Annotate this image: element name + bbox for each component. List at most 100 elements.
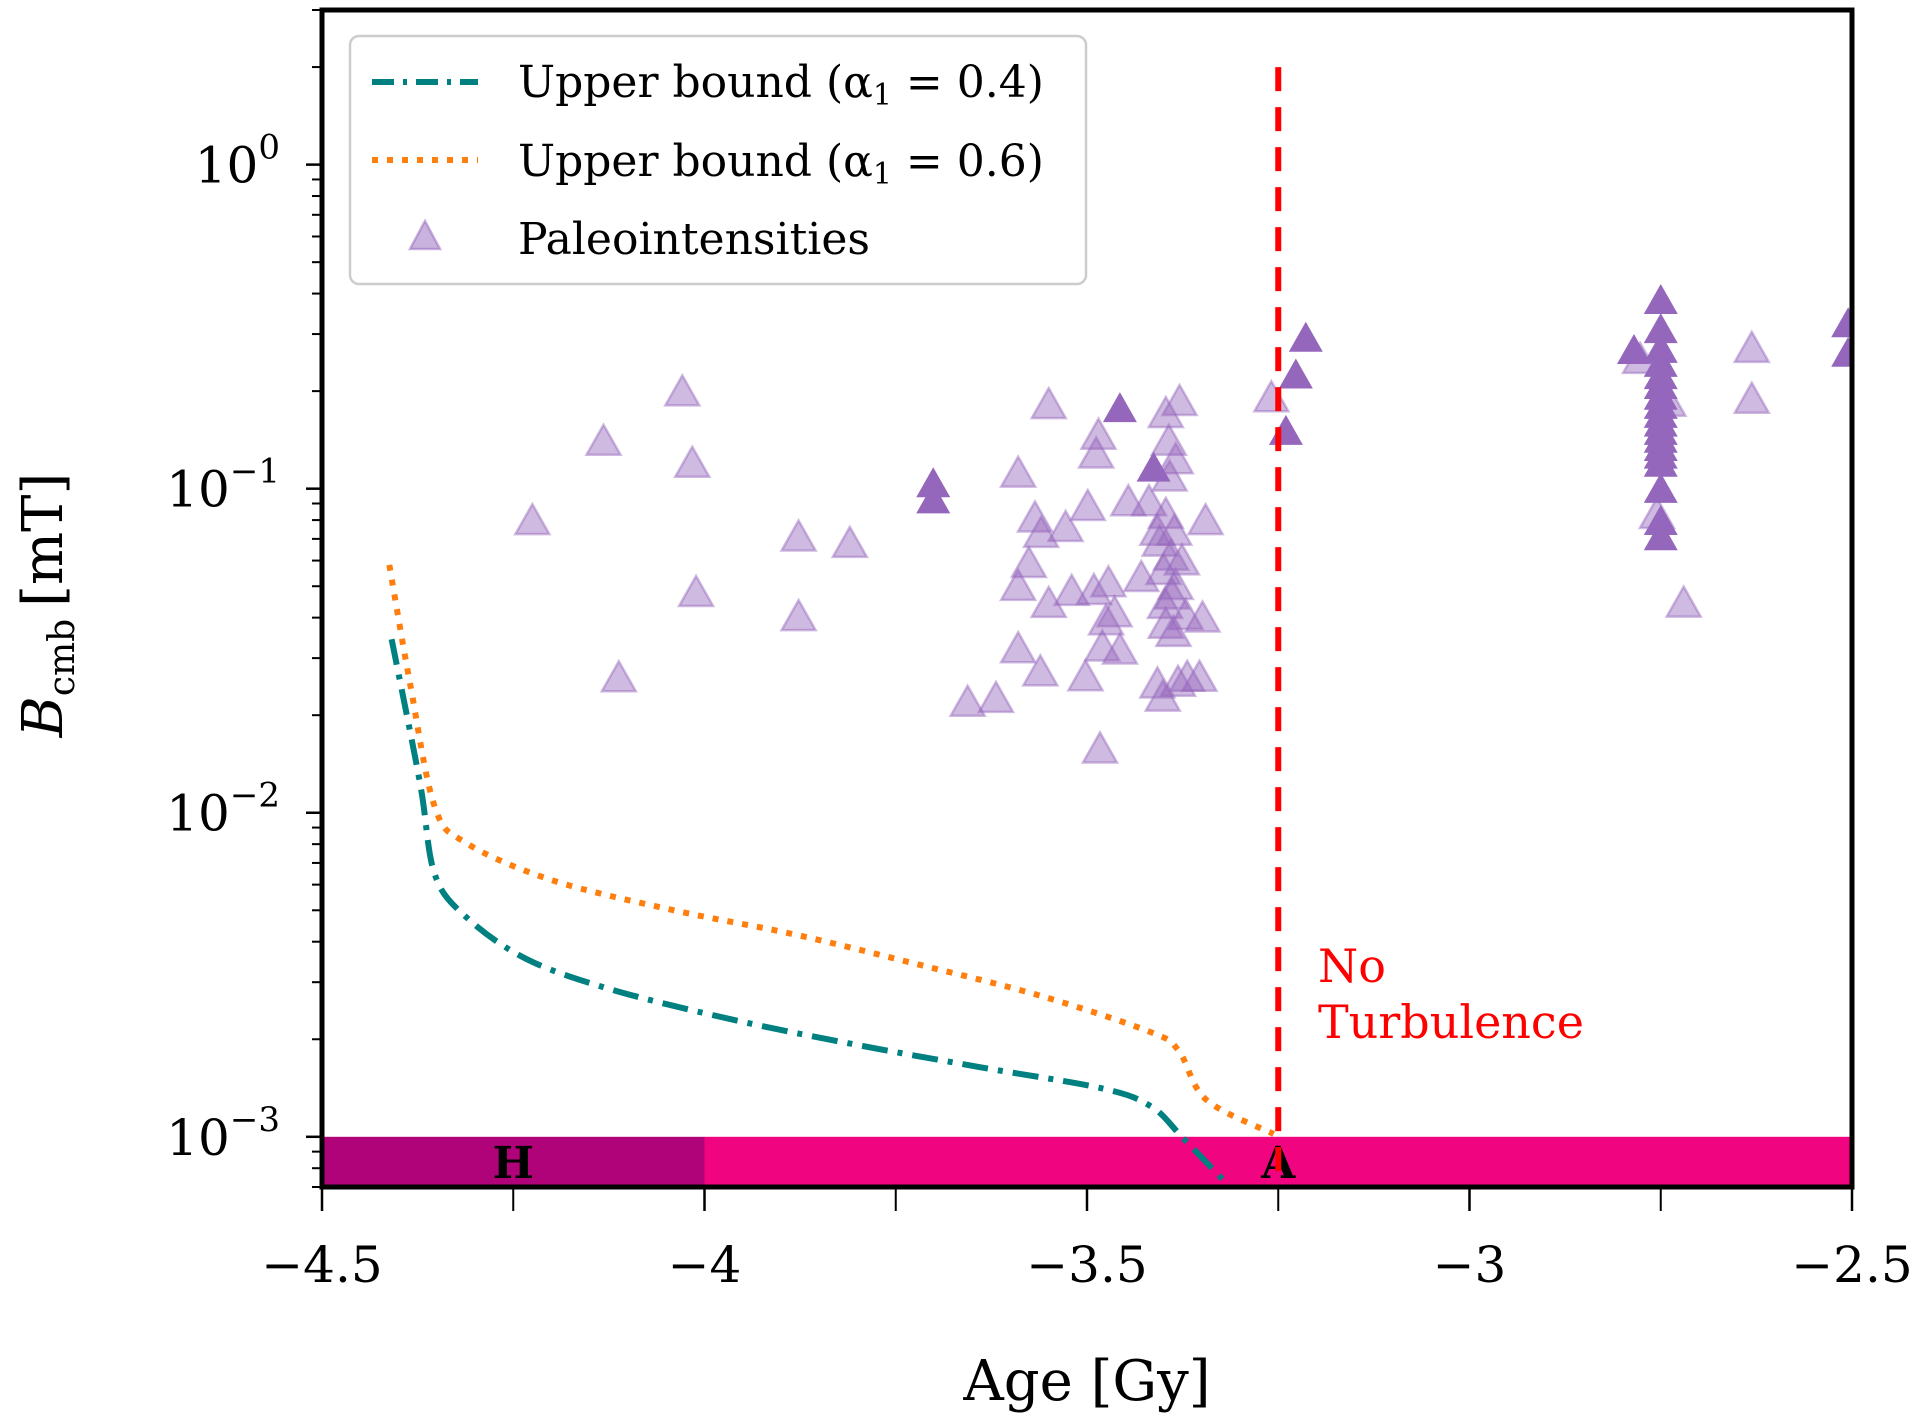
paleointensity-point (1146, 394, 1185, 429)
x-tick-label: −3 (1433, 1236, 1507, 1294)
paleointensity-points (513, 284, 1852, 764)
paleointensity-point (599, 658, 638, 693)
y-tick-exponent: −1 (230, 452, 280, 492)
paleointensity-point (1732, 380, 1771, 414)
paleointensity-point (830, 524, 869, 559)
x-tick-label: −4.5 (261, 1236, 382, 1294)
paleointensity-point (1155, 512, 1194, 547)
svg-text:Upper bound (α1 = 0.6): Upper bound (α1 = 0.6) (518, 136, 1044, 192)
legend-label-1-tail: = 0.4) (892, 57, 1044, 108)
paleointensity-point (513, 501, 552, 536)
paleointensity-point (1068, 487, 1107, 522)
paleointensity-point (1643, 284, 1678, 315)
y-tick-base: 10 (166, 1109, 230, 1167)
paleointensity-point (1138, 512, 1177, 547)
paleointensity-point (1160, 382, 1199, 417)
paleointensity-point (1029, 385, 1068, 420)
upper-bound-alpha-0.4-line (388, 638, 1225, 1182)
paleointensity-point (676, 573, 716, 608)
y-tick-exponent: −3 (230, 1100, 280, 1140)
paleointensity-point (1288, 321, 1323, 352)
paleointensity-point (1086, 601, 1126, 636)
paleointensity-point (1637, 495, 1677, 530)
y-tick-label: 100 (195, 128, 280, 195)
paleointensity-point (1146, 495, 1185, 530)
x-axis-ticks: −4.5 −4 −3.5 −3 −2.5 (261, 1187, 1913, 1294)
y-axis-label: Bcmb [mT] (11, 473, 83, 739)
svg-text:Bcmb[mT]: Bcmb [mT] (11, 473, 83, 739)
paleointensity-point (1122, 558, 1161, 593)
paleointensity-point (1021, 652, 1060, 687)
paleointensity-point (1015, 498, 1055, 533)
paleointensity-point (673, 444, 712, 479)
x-axis-label: Age [Gy] (962, 1349, 1210, 1414)
paleointensity-point (1180, 658, 1219, 693)
paleointensity-point (999, 567, 1038, 602)
paleointensity-point (1162, 541, 1202, 576)
legend: Upper bound (α1 = 0.4) Upper bound (α1 =… (348, 34, 1088, 286)
paleointensity-point (1129, 482, 1169, 517)
paleointensity-point (1046, 508, 1085, 543)
paleointensity-point (663, 372, 702, 407)
paleointensity-point (1100, 631, 1140, 665)
annotations: No Turbulence (1318, 939, 1584, 1049)
x-tick-label: −4 (668, 1236, 742, 1294)
paleointensity-point (1066, 657, 1105, 692)
paleointensity-point (1186, 501, 1225, 536)
paleointensity-point (1109, 482, 1148, 517)
era-band-labels: HA (492, 1138, 1296, 1189)
legend-frame (348, 34, 1088, 286)
y-axis-label-symbol: B (11, 696, 76, 738)
paleointensity-point (1831, 336, 1852, 367)
paleointensity-point (1643, 446, 1678, 477)
legend-label-2-sub: 1 (873, 157, 892, 192)
paleointensity-point (1149, 422, 1189, 456)
paleointensity-point (1156, 440, 1195, 475)
paleointensity-point (779, 517, 818, 552)
paleointensity-point (1144, 551, 1183, 586)
y-tick-label: 10−2 (166, 776, 280, 843)
era-band-H (322, 1136, 705, 1187)
paleointensity-point (1079, 416, 1118, 451)
paleointensity-point (1643, 520, 1678, 551)
paleointensity-point (999, 454, 1038, 488)
paleointensity-point (1183, 598, 1222, 633)
paleointensity-point (1089, 563, 1128, 598)
paleointensity-point (1664, 584, 1703, 618)
y-tick-base: 10 (195, 137, 259, 195)
paleointensity-point (1083, 627, 1122, 662)
paleointensity-point (916, 483, 951, 514)
annotation-line: No (1318, 939, 1386, 993)
paleointensity-point (1150, 458, 1189, 492)
paleointensity-point (1080, 729, 1120, 764)
y-tick-base: 10 (166, 785, 230, 843)
legend-label-3: Paleointensities (518, 214, 870, 265)
upper-bound-alpha-0.6-line (386, 564, 1276, 1137)
paleointensity-point (1732, 329, 1771, 364)
x-tick-label: −3.5 (1026, 1236, 1147, 1294)
paleointensity-point (1278, 358, 1313, 389)
paleointensity-point (1143, 678, 1182, 712)
legend-triangle-icon (407, 218, 443, 251)
upper-bound-curves (386, 564, 1276, 1182)
legend-entry-paleointensities: Paleointensities (407, 214, 870, 265)
paleointensity-point (779, 597, 818, 632)
legend-entry-alpha-0.6: Upper bound (α1 = 0.6) (372, 136, 1044, 192)
paleointensity-point (1168, 658, 1207, 693)
paleointensity-point (948, 683, 987, 718)
legend-label-1-sub: 1 (873, 78, 892, 113)
era-bands (322, 1136, 1852, 1187)
paleointensity-point (1021, 514, 1061, 549)
paleointensity-point (1095, 593, 1134, 628)
paleointensity-point (916, 467, 951, 498)
y-tick-exponent: 0 (258, 128, 280, 168)
paleointensity-point (1136, 451, 1171, 482)
paleointensity-point (1643, 472, 1678, 503)
y-tick-label: 10−1 (166, 452, 280, 519)
paleointensity-point (1649, 383, 1688, 418)
annotation-line: Turbulence (1318, 995, 1584, 1049)
paleointensity-point (1102, 392, 1137, 423)
legend-label-2: Upper bound (α (518, 136, 873, 187)
